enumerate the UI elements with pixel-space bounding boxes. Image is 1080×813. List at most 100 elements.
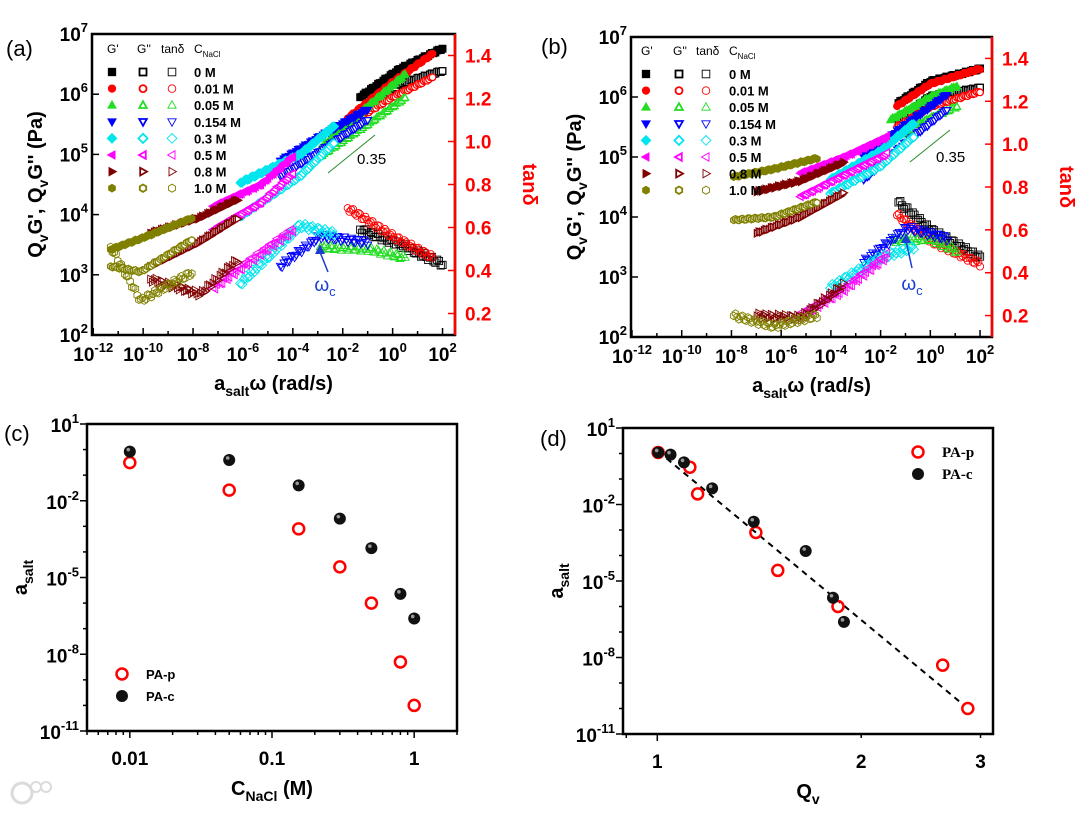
tandelta-point <box>140 296 148 305</box>
tandelta-point <box>933 230 943 240</box>
label-part: a <box>10 583 32 595</box>
gprime-point <box>188 214 196 223</box>
legend-marker-gprime <box>641 69 651 79</box>
legend-marker-tandelta <box>700 152 710 162</box>
tandelta-point <box>946 241 957 250</box>
plot-area <box>729 64 985 333</box>
data-point-PA-p <box>961 701 975 716</box>
label-subscript: v <box>35 179 51 187</box>
tick-base: 10 <box>177 345 198 366</box>
legend-header-subscript: NaCl <box>203 50 221 59</box>
legend-label: 0.154 M <box>194 115 241 130</box>
tandelta-point <box>258 255 270 266</box>
tick-exponent: 1 <box>72 411 79 426</box>
tandelta-point <box>788 318 796 328</box>
legend-marker-tandelta <box>167 67 177 77</box>
tick-base: 10 <box>966 347 987 368</box>
tandelta-point <box>858 271 868 281</box>
legend-marker-gprime <box>107 67 117 77</box>
legend-header: tanδ <box>696 44 720 58</box>
legend-label: PA-c <box>146 689 175 704</box>
x-tick-label: 10-4 <box>815 342 848 368</box>
series-PA-p <box>123 455 421 713</box>
omega-c-arrow-shaft <box>319 251 329 273</box>
legend-marker-gprime <box>641 86 651 95</box>
data-point-highlight <box>667 450 671 455</box>
tandelta-point <box>849 274 859 284</box>
x-tick-label: 10-2 <box>864 342 897 368</box>
legend-marker-gprime <box>107 118 117 128</box>
data-point-highlight <box>368 544 372 548</box>
tandelta-point <box>961 253 970 262</box>
tandelta-point <box>300 241 311 251</box>
gprime-point <box>428 49 437 58</box>
tandelta-point <box>872 259 882 269</box>
tandelta-point <box>887 233 897 243</box>
tick-exponent: 4 <box>81 201 89 216</box>
tandelta-point <box>876 253 885 264</box>
label-subscript: v <box>574 182 590 190</box>
series-0.8M <box>147 195 244 301</box>
tandelta-point <box>235 278 246 289</box>
x-axis-label: asaltω (rad/s) <box>752 375 871 401</box>
legend-marker-tandelta <box>166 132 178 144</box>
tick-base: 10 <box>46 570 67 591</box>
tandelta-point <box>772 320 780 330</box>
data-point-PA-c <box>292 479 305 492</box>
data-point-PA-c <box>837 615 850 628</box>
gprime-point <box>908 118 919 130</box>
tick-base: 10 <box>60 145 81 166</box>
tandelta-point <box>840 278 849 288</box>
tick-exponent: -8 <box>603 645 615 660</box>
legend: G' G'' tanδ CNaCl 0 M 0.01 M0.05 M 0.154 M0.3 … <box>640 44 776 198</box>
tandelta-point <box>892 230 903 239</box>
tick-base: 10 <box>73 345 94 366</box>
x-axis-label: CNaCl (M) <box>231 778 313 804</box>
data-point-PA-p <box>222 483 236 497</box>
tick-exponent: -11 <box>597 721 615 736</box>
legend-label: 0.05 M <box>729 100 769 115</box>
plot-area <box>651 445 975 716</box>
tandelta-point <box>348 205 358 214</box>
data-point-highlight <box>680 458 685 463</box>
tandelta-point <box>207 281 217 292</box>
label-part: Q <box>25 242 47 258</box>
x-tick-label: 10-10 <box>123 340 163 366</box>
tandelta-point <box>248 255 258 266</box>
tandelta-point <box>380 224 389 234</box>
watermark-logo <box>10 781 52 805</box>
gdoubleprime-point <box>428 73 437 82</box>
legend-header-subscript: NaCl <box>738 52 756 61</box>
panel-label: (d) <box>540 426 567 451</box>
tandelta-point <box>416 248 425 257</box>
legend-label: 0.05 M <box>194 98 234 113</box>
legend-marker-gdoubleprime <box>137 149 147 161</box>
tandelta-point <box>304 243 314 252</box>
tandelta-point <box>844 280 854 291</box>
slope-label: 0.35 <box>357 151 386 168</box>
tandelta-point <box>908 244 920 255</box>
gprime-point <box>976 65 985 74</box>
label-part: ω (rad/s) <box>787 375 871 397</box>
tandelta-point <box>285 224 295 235</box>
tandelta-point <box>838 282 847 293</box>
tick-exponent: 0 <box>400 340 407 355</box>
gdoubleprime-point <box>188 235 196 245</box>
tick-exponent: -11 <box>61 718 79 733</box>
y-tick-label: 10-2 <box>46 488 79 514</box>
tandelta-point <box>384 248 394 257</box>
tandelta-point <box>249 266 261 277</box>
legend-marker-tandelta <box>166 150 176 160</box>
legend-label: 0.154 M <box>729 117 776 132</box>
tick-exponent: -8 <box>736 342 748 357</box>
legend-marker-gdoubleprime <box>673 134 685 147</box>
tandelta-point <box>865 265 875 276</box>
x-tick-label: 1 <box>409 749 420 770</box>
tandelta-point <box>350 209 359 218</box>
plot-area <box>123 445 421 713</box>
tandelta-point <box>311 237 321 246</box>
tick-base: 10 <box>60 25 81 46</box>
tandelta-point <box>372 243 382 253</box>
x-tick-label: 1 <box>652 752 663 773</box>
legend-header: G'' <box>673 44 687 58</box>
